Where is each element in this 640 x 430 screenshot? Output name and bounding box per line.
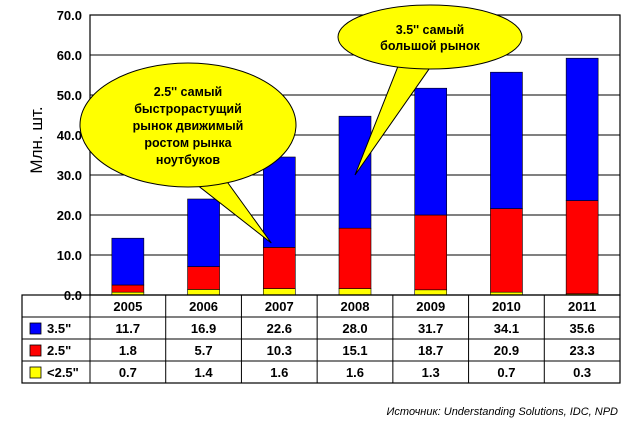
bar-segment [490,71,523,209]
data-label: 18.7 [418,343,443,358]
data-label: 20.9 [494,343,519,358]
data-label: 35.6 [569,321,594,336]
callout: 2.5'' самый быстрорастущий рынок движимый р… [79,62,297,244]
x-tick-label: 2010 [492,299,521,314]
bar-segment [187,289,220,296]
data-label: 34.1 [494,321,519,336]
data-label: 16.9 [191,321,216,336]
legend-label: 2.5" [47,343,71,358]
legend-swatch [29,344,42,357]
y-tick-label: 60.0 [57,48,82,63]
y-tick-label: 70.0 [57,8,82,23]
data-label: 1.3 [422,365,440,380]
bar-segment [565,200,599,295]
source-note: Источник: Understanding Solutions, IDC, … [386,406,618,418]
bar-segment [565,57,599,201]
bar-segment [111,284,145,293]
data-label: 5.7 [195,343,213,358]
callout-text: ростом рынка [144,136,232,150]
bar-segment [187,198,220,267]
callout-text: большой рынок [380,39,480,53]
y-tick-label: 30.0 [57,168,82,183]
data-label: 1.6 [346,365,364,380]
data-label: 23.3 [569,343,594,358]
callout-bubble [337,4,523,70]
y-tick-label: 10.0 [57,248,82,263]
bar-segment [187,266,220,290]
legend-swatch [29,322,42,335]
data-label: 0.7 [497,365,515,380]
y-tick-label: 20.0 [57,208,82,223]
callout-text: рынок движимый [133,119,244,133]
data-label: 1.4 [195,365,214,380]
x-tick-label: 2007 [265,299,294,314]
callout-text: быстрорастущий [134,102,242,116]
bar-segment [414,289,448,296]
data-label: 11.7 [116,321,141,336]
callout: 3.5'' самый большой рынок [337,4,523,176]
legend-label: <2.5" [47,365,79,380]
bar-segment [111,237,145,286]
data-label: 1.6 [270,365,288,380]
y-axis-title: Млн. шт. [27,106,46,173]
x-tick-label: 2009 [416,299,445,314]
data-label: 15.1 [342,343,367,358]
data-table: 2005 2006 2007 2008 2009 2010 2011 3.5" 11.7 16.9… [21,294,621,384]
bar-segment [338,227,372,289]
bar-segment [414,87,448,216]
callouts: 2.5'' самый быстрорастущий рынок движимый р… [79,4,523,244]
callout-text: ноутбуков [156,153,220,167]
callout-text: 3.5'' самый [396,23,464,37]
data-label: 0.3 [573,365,591,380]
y-tick-label: 50.0 [57,88,82,103]
data-label: 31.7 [418,321,443,336]
bar-segment [414,214,448,291]
data-label: 28.0 [342,321,367,336]
data-label: 22.6 [267,321,292,336]
bar-segment [262,288,296,296]
legend-swatch [29,366,42,379]
x-tick-label: 2008 [341,299,370,314]
x-tick-label: 2011 [568,299,596,314]
bar-segment [338,288,372,296]
data-label: 1.8 [119,343,137,358]
y-tick-label: 40.0 [57,128,82,143]
x-tick-label: 2006 [189,299,218,314]
x-tick-label: 2005 [113,299,142,314]
bar-segment [262,247,296,289]
data-label: 0.7 [119,365,137,380]
bar-segment [490,208,523,293]
bar-segment [262,156,296,248]
bars [111,57,599,296]
callout-bubble [79,62,297,188]
legend-label: 3.5" [47,321,71,336]
bar-segment [338,115,372,229]
data-label: 10.3 [267,343,292,358]
callout-text: 2.5'' самый [154,85,222,99]
